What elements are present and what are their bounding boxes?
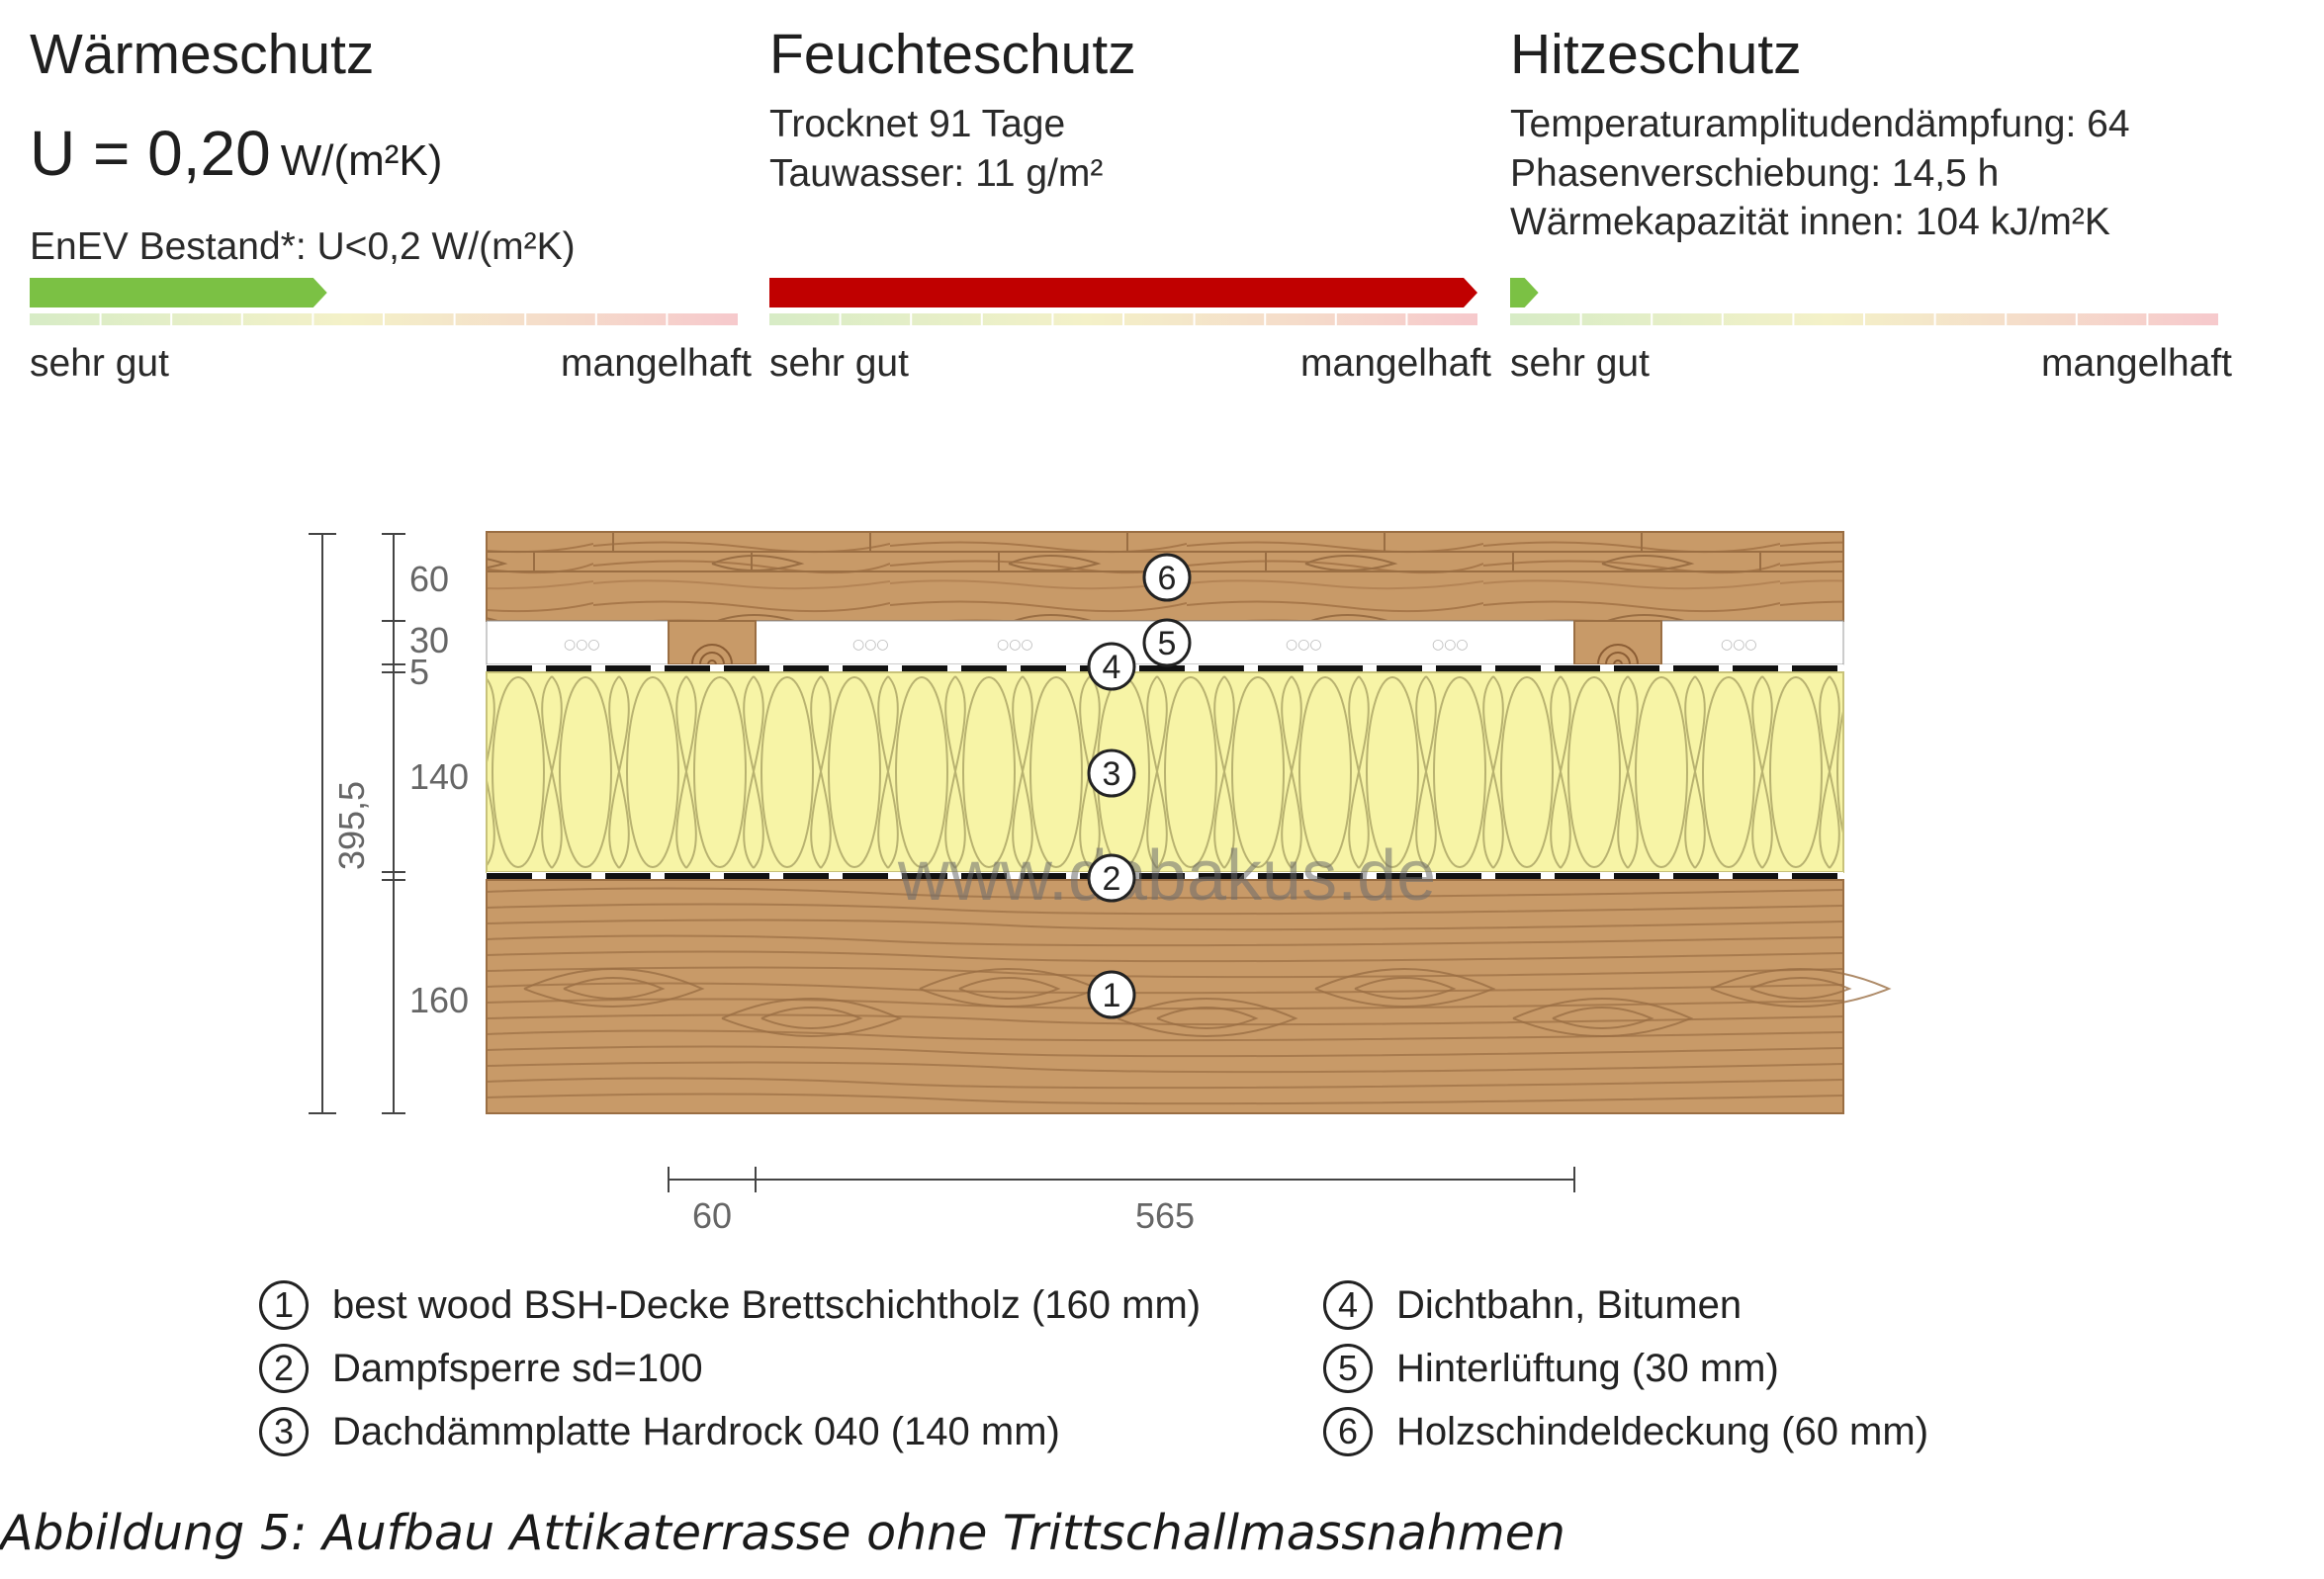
waermeschutz-label-bad: mangelhaft xyxy=(561,342,752,385)
enev-requirement: EnEV Bestand*: U<0,2 W/(m²K) xyxy=(30,225,576,268)
u-value: U = 0,20 W/(m²K) xyxy=(30,117,442,190)
hitzeschutz-panel: Hitzeschutz Temperaturamplitudendämpfung… xyxy=(1510,0,2242,415)
svg-text:1: 1 xyxy=(1103,977,1121,1014)
waermeschutz-label-good: sehr gut xyxy=(30,342,169,385)
legend-num-4: 4 xyxy=(1323,1280,1373,1330)
roof-cross-section-diagram: ○○○ ○○○ ○○○ ○○○ ○○○ ○○○ www.dabakus.de 6 xyxy=(309,531,1892,1236)
thickness-label-5: 5 xyxy=(409,652,429,692)
rating-indicator-arrow xyxy=(30,278,327,307)
marker-2: 2 xyxy=(1087,853,1136,903)
legend-text-2: Dampfsperre sd=100 xyxy=(332,1346,703,1390)
legend-text-5: Hinterlüftung (30 mm) xyxy=(1396,1346,1779,1390)
batten-right xyxy=(1573,620,1662,665)
hitzeschutz-label-bad: mangelhaft xyxy=(2041,342,2232,385)
legend-num-5: 5 xyxy=(1323,1344,1373,1393)
spacing-label-60: 60 xyxy=(692,1195,732,1236)
legend-item-1: 1 best wood BSH-Decke Brettschichtholz (… xyxy=(259,1277,1201,1333)
thickness-label-30: 30 xyxy=(409,620,449,660)
spacing-label-565: 565 xyxy=(1135,1195,1195,1236)
legend-item-3: 3 Dachdämmplatte Hardrock 040 (140 mm) xyxy=(259,1404,1060,1459)
feuchteschutz-condensate: Tauwasser: 11 g/m² xyxy=(769,152,1104,195)
legend-text-3: Dachdämmplatte Hardrock 040 (140 mm) xyxy=(332,1409,1060,1453)
hitzeschutz-phase-shift: Phasenverschiebung: 14,5 h xyxy=(1510,152,2000,195)
hitzeschutz-heat-capacity: Wärmekapazität innen: 104 kJ/m²K xyxy=(1510,201,2110,243)
hitzeschutz-label-good: sehr gut xyxy=(1510,342,1650,385)
watermark: www.dabakus.de xyxy=(897,836,1436,916)
legend-item-2: 2 Dampfsperre sd=100 xyxy=(259,1341,703,1396)
svg-text:○○○: ○○○ xyxy=(1432,637,1469,653)
layer-2-vapor-barrier xyxy=(487,872,1843,880)
thickness-label-140: 140 xyxy=(409,756,469,797)
legend-text-4: Dichtbahn, Bitumen xyxy=(1396,1282,1743,1327)
feuchteschutz-label-bad: mangelhaft xyxy=(1300,342,1491,385)
svg-text:○○○: ○○○ xyxy=(852,637,889,653)
total-thickness-label: 395,5 xyxy=(331,781,372,870)
svg-text:○○○: ○○○ xyxy=(564,637,600,653)
legend-num-6: 6 xyxy=(1323,1407,1373,1456)
u-value-unit: W/(m²K) xyxy=(280,136,443,185)
legend-text-6: Holzschindeldeckung (60 mm) xyxy=(1396,1409,1929,1453)
svg-text:3: 3 xyxy=(1103,755,1121,793)
svg-text:○○○: ○○○ xyxy=(1721,637,1757,653)
svg-text:2: 2 xyxy=(1103,860,1121,898)
total-thickness-dimension xyxy=(309,533,336,1114)
marker-6: 6 xyxy=(1142,553,1192,602)
marker-5: 5 xyxy=(1142,618,1192,667)
waermeschutz-title: Wärmeschutz xyxy=(30,23,375,86)
legend-item-4: 4 Dichtbahn, Bitumen xyxy=(1323,1277,1742,1333)
svg-text:○○○: ○○○ xyxy=(997,637,1033,653)
rating-indicator-arrow xyxy=(1510,278,1539,307)
marker-1: 1 xyxy=(1087,970,1136,1019)
feuchteschutz-label-good: sehr gut xyxy=(769,342,909,385)
layer-4-bitumen-membrane xyxy=(487,664,1843,672)
legend-item-5: 5 Hinterlüftung (30 mm) xyxy=(1323,1341,1779,1396)
svg-text:6: 6 xyxy=(1158,560,1177,597)
spacing-dimension xyxy=(668,1167,1575,1192)
marker-3: 3 xyxy=(1087,748,1136,798)
waermeschutz-rating-bar xyxy=(30,278,738,325)
svg-text:5: 5 xyxy=(1158,625,1177,662)
thickness-label-160: 160 xyxy=(409,980,469,1020)
hitzeschutz-title: Hitzeschutz xyxy=(1510,23,1802,86)
legend-num-1: 1 xyxy=(259,1280,309,1330)
legend-text-1: best wood BSH-Decke Brettschichtholz (16… xyxy=(332,1282,1202,1327)
marker-4: 4 xyxy=(1087,642,1136,691)
waermeschutz-panel: Wärmeschutz U = 0,20 W/(m²K) EnEV Bestand… xyxy=(30,0,761,415)
thickness-label-60: 60 xyxy=(409,559,449,599)
figure-caption: Abbildung 5: Aufbau Attikaterrasse ohne … xyxy=(0,1505,1565,1561)
hitzeschutz-amplitude: Temperaturamplitudendämpfung: 64 xyxy=(1510,103,2130,145)
legend-item-6: 6 Holzschindeldeckung (60 mm) xyxy=(1323,1404,1928,1459)
layer-thickness-dimension xyxy=(382,533,405,1114)
layer-1-glulam xyxy=(486,879,1892,1114)
feuchteschutz-rating-bar xyxy=(769,278,1477,325)
svg-text:○○○: ○○○ xyxy=(1286,637,1322,653)
hitzeschutz-rating-bar xyxy=(1510,278,2218,325)
batten-left xyxy=(668,620,757,665)
feuchteschutz-drying: Trocknet 91 Tage xyxy=(769,103,1066,145)
svg-text:4: 4 xyxy=(1103,649,1121,686)
feuchteschutz-title: Feuchteschutz xyxy=(769,23,1136,86)
layer-3-insulation xyxy=(486,671,1844,873)
u-value-number: U = 0,20 xyxy=(30,118,271,189)
rating-indicator-arrow xyxy=(769,278,1477,307)
feuchteschutz-panel: Feuchteschutz Trocknet 91 Tage Tauwasser… xyxy=(769,0,1501,415)
legend-num-2: 2 xyxy=(259,1344,309,1393)
legend-num-3: 3 xyxy=(259,1407,309,1456)
